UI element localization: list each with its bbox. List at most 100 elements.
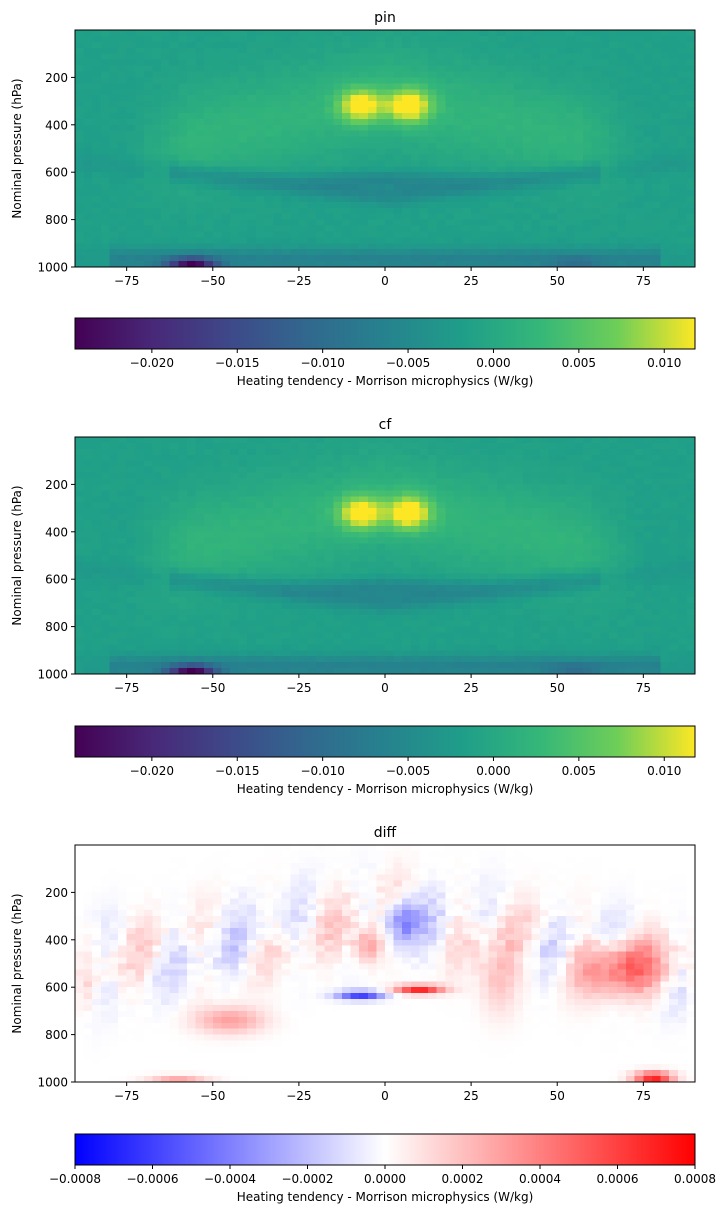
- heatmap-cell: [273, 189, 283, 197]
- heatmap-cell: [643, 454, 653, 462]
- heatmap-cell: [514, 454, 524, 462]
- heatmap-cell: [186, 172, 197, 179]
- heatmap-cell: [204, 101, 214, 108]
- heatmap-cell: [471, 41, 481, 49]
- heatmap-cell: [445, 142, 455, 150]
- heatmap-cell: [186, 543, 197, 551]
- heatmap-cell: [669, 478, 679, 485]
- heatmap-cell: [393, 508, 403, 515]
- heatmap-cell: [600, 213, 610, 221]
- heatmap-cell: [195, 437, 205, 444]
- heatmap-cell: [600, 89, 610, 96]
- heatmap-cell: [583, 478, 593, 485]
- heatmap-cell: [677, 442, 687, 450]
- heatmap-cell: [419, 437, 429, 444]
- heatmap-cell: [479, 243, 489, 250]
- heatmap-cell: [643, 543, 653, 551]
- heatmap-cell: [626, 472, 636, 480]
- heatmap-cell: [376, 201, 386, 209]
- heatmap-cell: [540, 184, 550, 191]
- heatmap-cell: [359, 448, 369, 456]
- heatmap-cell: [583, 178, 593, 185]
- heatmap-cell: [471, 95, 481, 102]
- heatmap-cell: [600, 543, 610, 551]
- heatmap-cell: [204, 537, 214, 545]
- heatmap-cell: [307, 442, 317, 450]
- heatmap-cell: [350, 555, 360, 563]
- heatmap-cell: [238, 472, 248, 480]
- heatmap-cell: [385, 478, 395, 485]
- heatmap-cell: [367, 213, 377, 221]
- heatmap-cell: [135, 502, 145, 509]
- heatmap-cell: [169, 71, 179, 78]
- heatmap-cell: [402, 579, 412, 586]
- heatmap-cell: [436, 124, 446, 132]
- heatmap-cell: [109, 448, 119, 456]
- heatmap-cell: [634, 231, 644, 238]
- heatmap-cell: [436, 41, 446, 49]
- heatmap-cell: [298, 525, 309, 533]
- heatmap-cell: [212, 142, 222, 150]
- heatmap-cell: [428, 124, 438, 132]
- heatmap-cell: [522, 71, 532, 78]
- heatmap-cell: [651, 567, 662, 574]
- heatmap-cell: [135, 189, 145, 197]
- heatmap-cell: [565, 502, 576, 509]
- heatmap-cell: [195, 172, 205, 179]
- heatmap-cell: [496, 237, 507, 244]
- heatmap-cell: [307, 53, 317, 61]
- heatmap-cell: [496, 213, 507, 221]
- heatmap-cell: [410, 201, 421, 209]
- heatmap-cell: [143, 525, 154, 533]
- heatmap-cell: [178, 201, 188, 209]
- heatmap-cell: [402, 442, 412, 450]
- heatmap-cell: [583, 591, 593, 598]
- heatmap-cell: [634, 484, 644, 491]
- heatmap-cell: [143, 71, 154, 78]
- heatmap-cell: [186, 83, 197, 90]
- heatmap-cell: [496, 502, 507, 509]
- heatmap-cell: [686, 460, 696, 468]
- heatmap-cell: [152, 124, 162, 132]
- heatmap-cell: [643, 160, 653, 167]
- heatmap-cell: [445, 490, 455, 497]
- heatmap-cell: [247, 130, 257, 138]
- heatmap-cell: [505, 118, 515, 126]
- heatmap-cell: [324, 454, 334, 462]
- heatmap-cell: [350, 448, 360, 456]
- heatmap-cell: [186, 460, 197, 468]
- heatmap-cell: [634, 525, 644, 533]
- heatmap-cell: [531, 472, 541, 480]
- heatmap-cell: [574, 101, 584, 108]
- heatmap-cell: [462, 130, 472, 138]
- heatmap-cell: [118, 124, 128, 132]
- heatmap-cell: [178, 555, 188, 563]
- heatmap-cell: [126, 154, 136, 161]
- heatmap-cell: [221, 207, 231, 215]
- heatmap-cell: [273, 136, 283, 144]
- heatmap-cell: [367, 130, 377, 138]
- heatmap-cell: [212, 30, 222, 37]
- heatmap-cell: [178, 508, 188, 515]
- heatmap-cell: [212, 107, 222, 114]
- heatmap-cell: [83, 579, 93, 586]
- heatmap-cell: [126, 490, 136, 497]
- heatmap-cell: [419, 484, 429, 491]
- heatmap-cell: [178, 101, 188, 108]
- heatmap-cell: [488, 519, 498, 527]
- heatmap-cell: [359, 466, 369, 474]
- heatmap-cell: [186, 184, 197, 191]
- heatmap-cell: [350, 219, 360, 227]
- heatmap-cell: [410, 460, 421, 468]
- heatmap-cell: [419, 255, 429, 262]
- heatmap-cell: [565, 107, 576, 114]
- heatmap-cell: [608, 154, 619, 161]
- heatmap-cell: [496, 591, 507, 598]
- heatmap-cell: [548, 596, 558, 604]
- heatmap-cell: [471, 65, 481, 73]
- heatmap-cell: [83, 249, 93, 256]
- heatmap-cell: [204, 213, 214, 221]
- heatmap-cell: [445, 184, 455, 191]
- heatmap-cell: [341, 579, 352, 586]
- heatmap-cell: [161, 502, 171, 509]
